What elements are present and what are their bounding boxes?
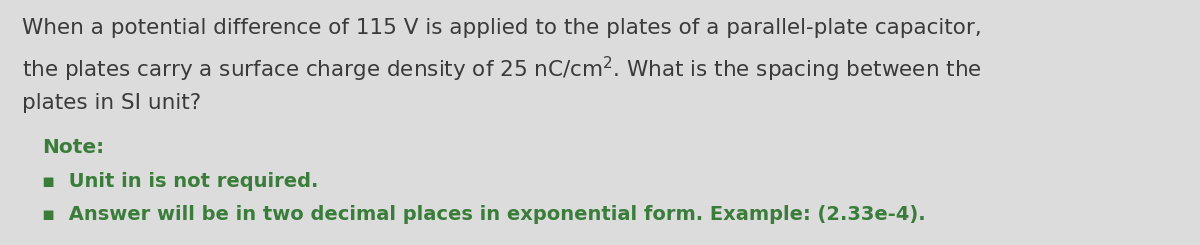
Text: ▪  Answer will be in two decimal places in exponential form. Example: (2.33e-4).: ▪ Answer will be in two decimal places i… — [42, 205, 925, 224]
Text: When a potential difference of 115 V is applied to the plates of a parallel-plat: When a potential difference of 115 V is … — [22, 18, 982, 38]
Text: the plates carry a surface charge density of 25 nC/cm$\mathregular{^2}$. What is: the plates carry a surface charge densit… — [22, 55, 982, 84]
Text: Note:: Note: — [42, 138, 104, 157]
Text: ▪  Unit in is not required.: ▪ Unit in is not required. — [42, 172, 318, 191]
Text: plates in SI unit?: plates in SI unit? — [22, 93, 202, 113]
